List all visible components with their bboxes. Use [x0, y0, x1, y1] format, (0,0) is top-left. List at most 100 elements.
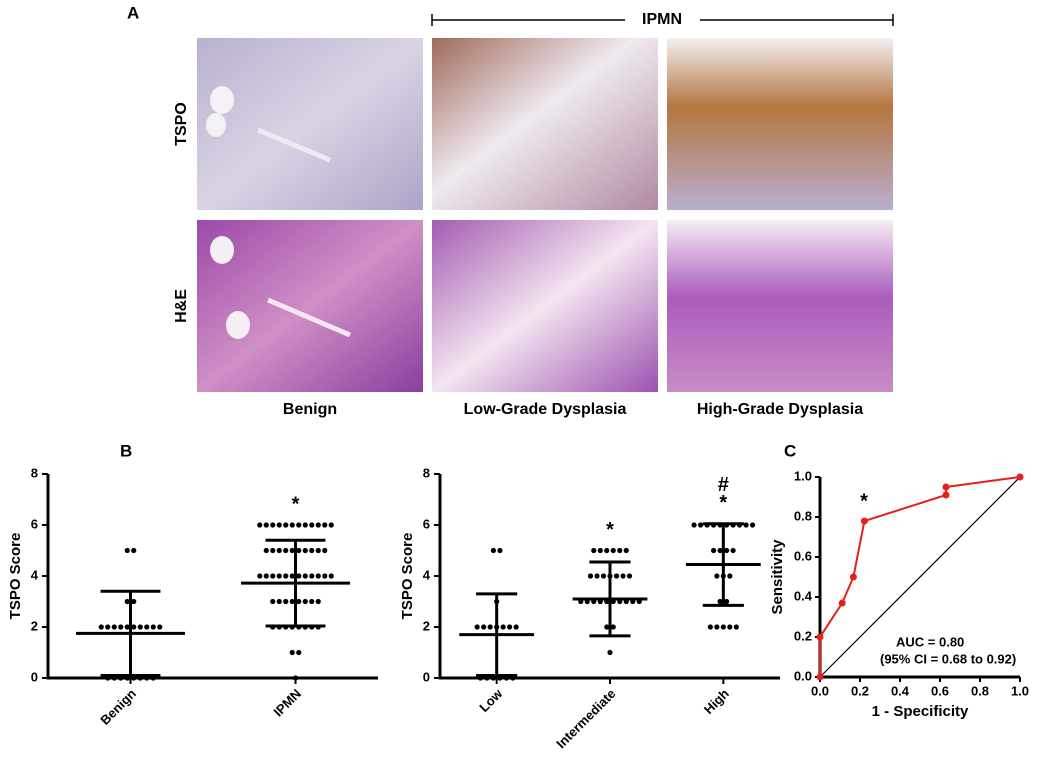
- roc-point: [816, 633, 824, 641]
- data-point: [707, 624, 713, 630]
- data-point: [296, 522, 302, 528]
- x-axis-label: 1 - Specificity: [872, 703, 969, 720]
- data-point: [296, 598, 302, 605]
- row-label: TSPO: [173, 102, 190, 146]
- y-axis-label: TSPO Score: [7, 533, 24, 620]
- data-point: [289, 522, 295, 528]
- x-tick-label: IPMN: [270, 686, 304, 720]
- image-detail: [267, 297, 351, 338]
- data-point: [302, 573, 308, 579]
- data-point: [710, 547, 717, 554]
- x-tick-label: 0.4: [891, 683, 910, 698]
- data-point: [302, 547, 308, 554]
- data-point: [481, 624, 487, 630]
- data-point: [276, 522, 282, 528]
- data-point: [289, 649, 295, 656]
- data-point: [276, 598, 282, 605]
- data-point: [733, 624, 739, 630]
- data-point: [623, 547, 629, 554]
- roc-point: [849, 573, 857, 581]
- panel-label: C: [784, 441, 796, 460]
- y-tick-label: 2: [423, 618, 430, 633]
- x-tick-label: 0.8: [971, 683, 989, 698]
- data-point: [487, 624, 493, 630]
- data-point: [613, 573, 620, 579]
- column-label: High-Grade Dysplasia: [697, 401, 863, 418]
- data-point: [131, 547, 137, 554]
- data-point: [328, 522, 334, 528]
- bracket: IPMN: [431, 11, 894, 28]
- data-point: [600, 573, 607, 579]
- data-point: [591, 547, 597, 554]
- data-point: [296, 649, 302, 656]
- data-point: [322, 547, 328, 554]
- data-point: [490, 547, 497, 554]
- data-point: [309, 547, 315, 554]
- data-point: [157, 624, 163, 630]
- y-tick-label: 0.8: [794, 508, 812, 523]
- column-label: Low-Grade Dysplasia: [464, 401, 627, 418]
- data-point: [270, 522, 276, 528]
- annotation: *: [719, 492, 727, 514]
- data-point: [720, 624, 726, 630]
- data-point: [723, 598, 730, 605]
- y-tick-label: 0.4: [794, 588, 813, 603]
- data-point: [292, 675, 299, 681]
- data-point: [714, 573, 720, 579]
- roc-point: [1016, 473, 1024, 481]
- data-point: [283, 573, 289, 579]
- y-tick-label: 4: [31, 567, 39, 582]
- x-tick-label: Low: [476, 685, 506, 715]
- data-point: [497, 547, 503, 554]
- data-point: [717, 547, 723, 554]
- annotation: #: [718, 474, 729, 496]
- x-tick-label: 0.6: [931, 683, 949, 698]
- y-tick-label: 0.2: [794, 628, 812, 643]
- roc-point: [860, 517, 868, 525]
- data-point: [124, 624, 130, 630]
- image-tspo-low: [432, 38, 658, 210]
- data-point: [315, 547, 321, 554]
- data-point: [691, 522, 697, 528]
- data-point: [270, 573, 276, 579]
- data-point: [604, 624, 610, 630]
- data-point: [315, 522, 321, 528]
- y-tick-label: 0: [423, 669, 430, 684]
- data-point: [620, 573, 626, 579]
- micrographs: [197, 38, 893, 392]
- data-point: [727, 573, 733, 579]
- column-label: Benign: [283, 401, 337, 418]
- data-point: [276, 573, 282, 579]
- x-tick-label: 0.2: [851, 683, 869, 698]
- image-detail: [210, 236, 234, 264]
- panel-label: A: [127, 3, 139, 22]
- data-point: [607, 649, 613, 656]
- data-point: [727, 624, 733, 630]
- data-point: [474, 624, 480, 630]
- data-point: [98, 624, 104, 630]
- data-point: [105, 624, 111, 630]
- roc-point: [942, 483, 950, 491]
- y-tick-label: 8: [423, 465, 430, 480]
- row-label: H&E: [173, 289, 190, 323]
- data-point: [283, 547, 289, 554]
- annotation: *: [606, 519, 614, 541]
- data-point: [749, 522, 756, 528]
- image-tspo-high: [667, 38, 893, 210]
- image-detail: [226, 311, 250, 339]
- x-tick-label: Intermediate: [553, 686, 618, 751]
- data-point: [263, 573, 269, 579]
- data-point: [296, 547, 302, 554]
- y-tick-label: 8: [31, 465, 38, 480]
- data-point: [604, 547, 610, 554]
- data-point: [730, 547, 736, 554]
- bracket-label: IPMN: [642, 11, 682, 28]
- data-point: [283, 598, 289, 605]
- data-point: [723, 547, 730, 554]
- data-point: [617, 547, 623, 554]
- data-point: [150, 624, 156, 630]
- data-point: [513, 624, 519, 630]
- data-point: [124, 598, 130, 605]
- data-point: [309, 573, 315, 579]
